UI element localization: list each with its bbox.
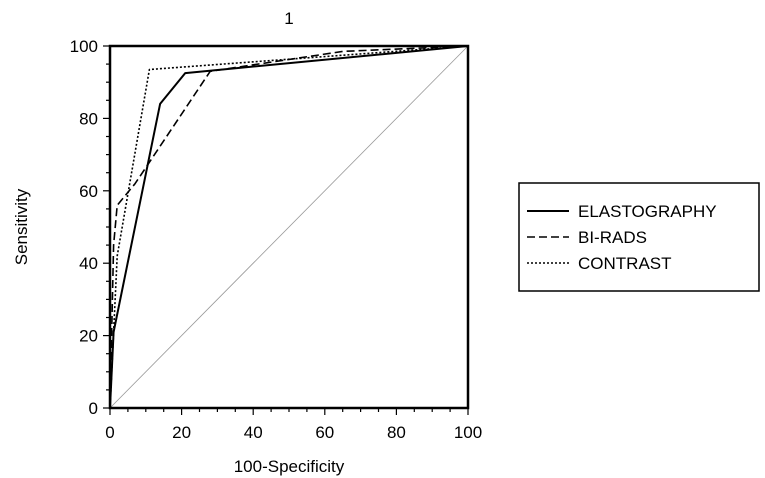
plot-frame [108,44,470,410]
chart-title: 1 [284,9,293,28]
x-axis-label: 100-Specificity [234,457,345,476]
legend-label: CONTRAST [578,254,672,273]
reference-diagonal [109,45,469,409]
x-tick-label: 100 [454,423,482,442]
legend-label: BI-RADS [578,228,647,247]
y-tick-label: 100 [70,37,98,56]
x-tick-label: 0 [105,423,114,442]
series-lines [109,45,469,409]
y-tick-label: 20 [79,327,98,346]
legend: ELASTOGRAPHY BI-RADS CONTRAST [518,182,760,292]
x-tick-label: 60 [315,423,334,442]
x-tick-label: 80 [387,423,406,442]
y-tick-label: 0 [89,399,98,418]
x-tick-label: 40 [244,423,263,442]
legend-label: ELASTOGRAPHY [578,202,717,221]
y-axis-label: Sensitivity [12,188,31,265]
series-line-bi-rads [109,45,469,409]
series-line-elastography [109,45,469,409]
y-tick-label: 40 [79,254,98,273]
series-line-contrast [109,45,469,409]
y-tick-label: 60 [79,182,98,201]
x-tick-label: 20 [172,423,191,442]
y-tick-label: 80 [79,109,98,128]
tick-labels: 0 20 40 60 80 100 0 20 40 60 80 100 [70,37,483,442]
